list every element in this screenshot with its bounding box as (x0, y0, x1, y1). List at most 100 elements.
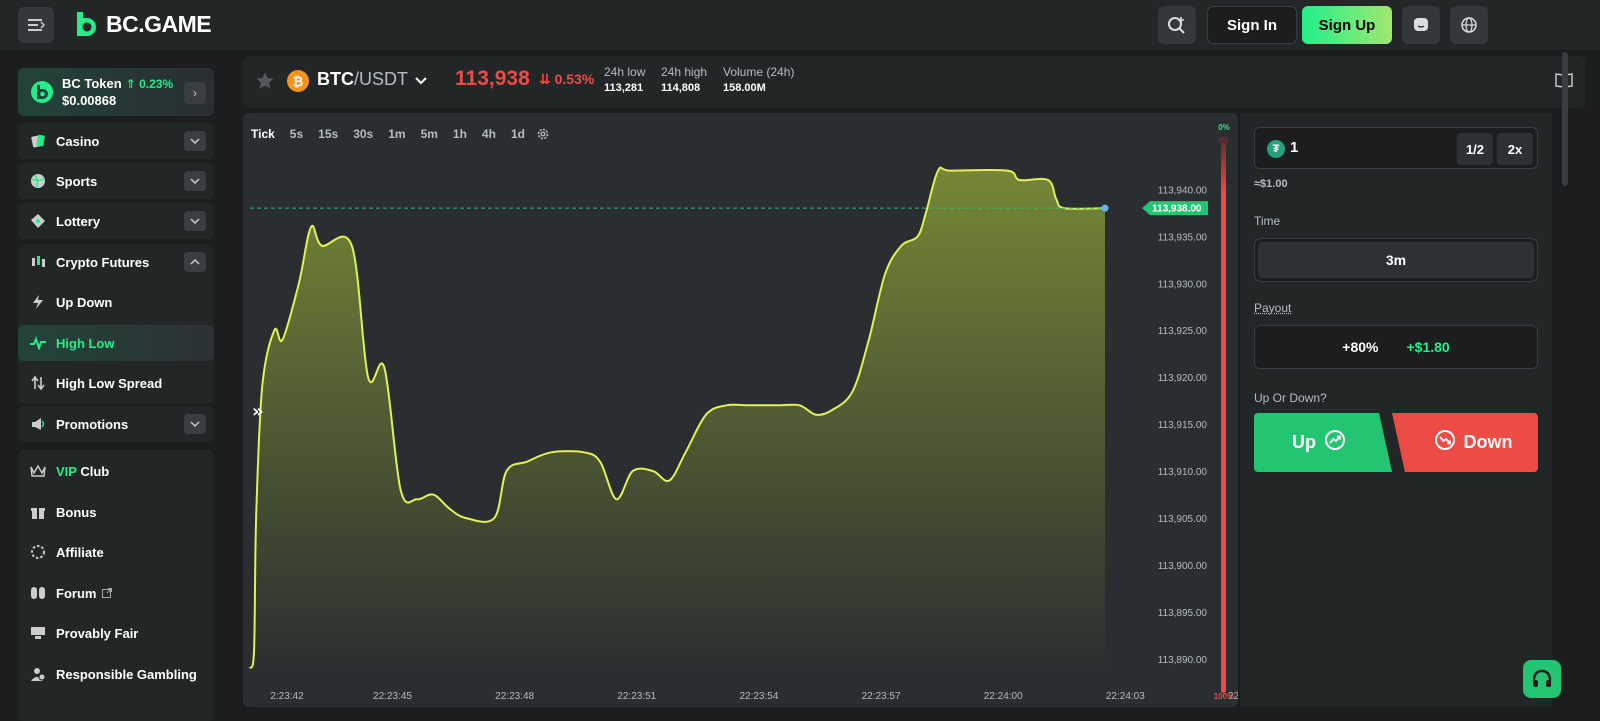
crypto-futures-group: Crypto Futures Up Down High Low High Low… (18, 244, 214, 404)
tab-interval-1h[interactable]: 1h (452, 127, 467, 141)
shield-check-icon (20, 625, 56, 641)
sidebar-item-crypto-futures[interactable]: Crypto Futures (18, 244, 214, 280)
bet-amount-field[interactable]: ₮ 1 1/2 2x (1254, 127, 1538, 169)
lightning-icon (20, 294, 56, 310)
sidebar-item-high-low[interactable]: High Low (18, 325, 214, 361)
sidebar-item-promotions[interactable]: Promotions (18, 406, 214, 442)
x-tick-label: 22:23:51 (617, 691, 656, 702)
up-button[interactable]: Up (1254, 413, 1392, 472)
brand-logo[interactable]: BC.GAME (74, 10, 212, 38)
ticket-icon (20, 213, 56, 229)
pair-selector[interactable]: BTC/USDT (317, 69, 408, 90)
time-label: Time (1254, 214, 1281, 228)
up-or-down-label: Up Or Down? (1254, 391, 1327, 405)
double-amount-button[interactable]: 2x (1497, 133, 1533, 165)
chevron-right-icon[interactable]: › (184, 82, 206, 104)
tab-interval-tick[interactable]: Tick (251, 127, 275, 141)
interval-tabs: Tick 5s 15s 30s 1m 5m 1h 4h 1d (251, 127, 565, 144)
sidebar-item-high-low-spread[interactable]: High Low Spread (18, 365, 214, 401)
token-change: 0.23% (139, 77, 174, 91)
bc-token-card[interactable]: BC Token ⇑ 0.23% $0.00868 › (18, 68, 214, 116)
y-tick-label: 113,925.00 (1158, 326, 1208, 337)
bet-amount-value[interactable]: 1 (1290, 139, 1299, 156)
pair-base: BTC (317, 69, 354, 89)
sidebar-item-vip-club[interactable]: VIP Club (18, 453, 214, 489)
x-tick-label: 2:23:42 (270, 691, 304, 702)
stat-label: Volume (24h) (723, 65, 795, 79)
sidebar-item-label: Affiliate (56, 544, 104, 560)
sign-in-button[interactable]: Sign In (1207, 6, 1297, 44)
favorite-star-icon[interactable] (255, 71, 275, 96)
chevron-up-icon[interactable] (184, 252, 206, 272)
price-area-fill (250, 167, 1105, 673)
price-chart[interactable]: 113,940.00 113,935.00 113,930.00 113,925.00… (243, 113, 1238, 707)
sidebar-item-label: Promotions (56, 416, 129, 432)
y-tick-label: 113,920.00 (1158, 373, 1208, 384)
sidebar-item-label: Up Down (56, 294, 113, 310)
sidebar-item-provably-fair[interactable]: Provably Fair (18, 615, 214, 651)
bc-token-icon (31, 81, 53, 103)
sidebar-item-label: Crypto Futures (56, 254, 150, 270)
sidebar-item-lottery[interactable]: Lottery (18, 203, 214, 239)
vip-label: VIP (56, 463, 77, 479)
payout-label[interactable]: Payout (1254, 301, 1292, 315)
price-chart-panel: Tick 5s 15s 30s 1m 5m 1h 4h 1d 113,940.0… (243, 113, 1238, 707)
half-amount-button[interactable]: 1/2 (1457, 133, 1493, 165)
time-selector[interactable]: 3m (1254, 238, 1538, 282)
payout-percent: +80% (1342, 339, 1379, 355)
club-label: Club (80, 463, 110, 479)
stat-24h-low: 24h low 113,281 (604, 65, 645, 94)
payout-display: +80% +$1.80 (1254, 325, 1538, 369)
tab-interval-1d[interactable]: 1d (510, 127, 525, 141)
ball-icon (20, 173, 56, 189)
sidebar-item-casino[interactable]: Casino (18, 123, 214, 159)
sidebar-item-label: High Low (56, 335, 115, 351)
sidebar-item-affiliate[interactable]: Affiliate (18, 534, 214, 570)
sidebar-item-label: High Low Spread (56, 375, 163, 391)
down-button[interactable]: Down (1392, 413, 1538, 472)
down-arrow-icon: ⇊ (539, 71, 551, 87)
sidebar-item-up-down[interactable]: Up Down (18, 284, 214, 320)
tab-interval-4h[interactable]: 4h (481, 127, 496, 141)
time-value[interactable]: 3m (1258, 242, 1534, 278)
search-button[interactable] (1158, 6, 1196, 44)
candlestick-icon (20, 254, 56, 270)
expand-chevrons-icon[interactable]: » (252, 401, 264, 422)
top-bar: BC.GAME Sign In Sign Up (0, 0, 1600, 50)
chevron-down-icon[interactable] (184, 171, 206, 191)
sidebar-item-sports[interactable]: Sports (18, 163, 214, 199)
sign-up-button[interactable]: Sign Up (1302, 6, 1392, 44)
sidebar-item-bonus[interactable]: Bonus (18, 494, 214, 530)
language-button[interactable] (1450, 6, 1488, 44)
sidebar-misc-group: VIP Club Bonus Affiliate Forum Provably … (18, 450, 214, 721)
chevron-down-icon[interactable] (184, 211, 206, 231)
chat-button[interactable] (1402, 6, 1440, 44)
price-line (249, 166, 1106, 669)
chart-settings-icon[interactable] (536, 127, 550, 144)
chat-icon (1414, 18, 1428, 31)
amount-usd-equivalent: ≈$1.00 (1254, 178, 1288, 190)
y-tick-label: 113,895.00 (1158, 608, 1208, 619)
tab-interval-15s[interactable]: 15s (318, 127, 339, 141)
y-tick-label: 113,935.00 (1158, 232, 1208, 243)
menu-toggle-button[interactable] (18, 7, 54, 43)
tab-interval-5s[interactable]: 5s (289, 127, 304, 141)
tab-interval-30s[interactable]: 30s (353, 127, 374, 141)
tab-interval-5m[interactable]: 5m (420, 127, 438, 141)
page-scrollbar[interactable] (1562, 52, 1568, 186)
chevron-down-icon[interactable] (184, 131, 206, 151)
x-tick-label: 22:24:06 (1228, 691, 1238, 702)
pair-quote: USDT (359, 69, 409, 89)
crown-icon (20, 464, 56, 478)
stat-value: 113,281 (604, 82, 644, 94)
tab-interval-1m[interactable]: 1m (388, 127, 406, 141)
sidebar-item-forum[interactable]: Forum (18, 575, 214, 611)
chevron-down-icon[interactable] (184, 414, 206, 434)
x-tick-label: 22:23:45 (373, 691, 412, 702)
support-button[interactable] (1523, 660, 1561, 698)
sidebar-item-label: Forum (56, 585, 97, 601)
token-price: $0.00868 (62, 93, 117, 108)
chevron-down-icon[interactable] (415, 72, 427, 90)
gift-icon (20, 504, 56, 520)
sidebar-item-responsible-gambling[interactable]: Responsible Gambling (18, 656, 214, 692)
